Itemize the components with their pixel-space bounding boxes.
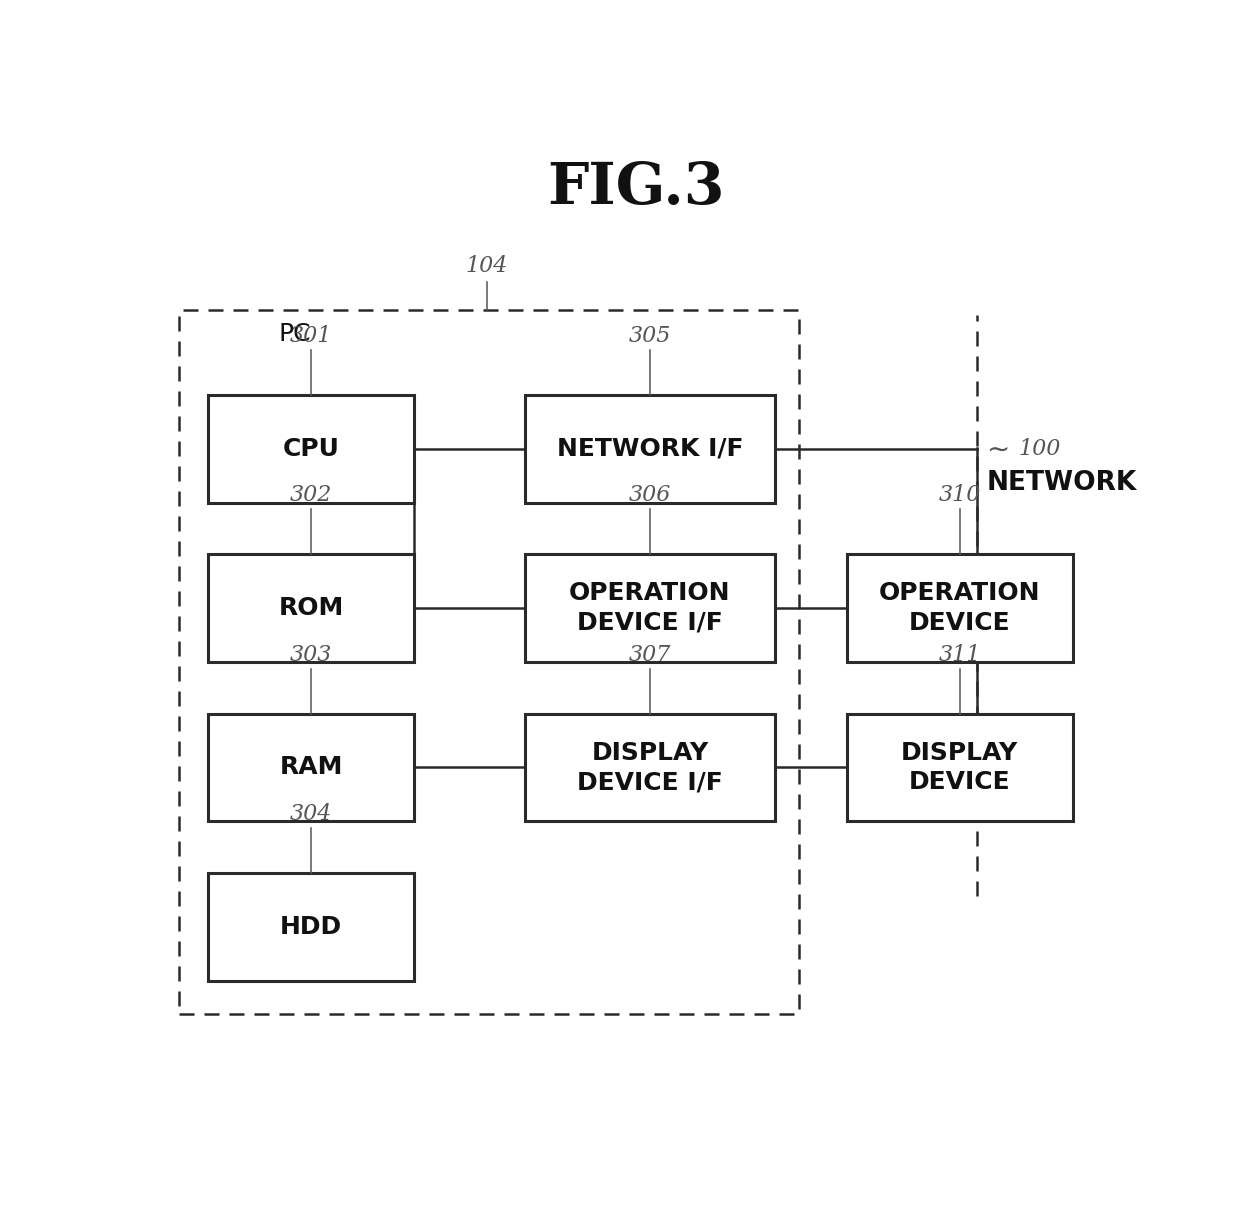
Text: RAM: RAM bbox=[279, 755, 342, 780]
Bar bbox=[525, 395, 775, 503]
Text: FIG.3: FIG.3 bbox=[547, 161, 724, 217]
Text: ∼: ∼ bbox=[986, 435, 1009, 463]
Text: NETWORK: NETWORK bbox=[986, 470, 1137, 496]
Text: NETWORK I/F: NETWORK I/F bbox=[557, 436, 743, 460]
Bar bbox=[208, 554, 414, 663]
Text: DISPLAY
DEVICE: DISPLAY DEVICE bbox=[901, 741, 1018, 794]
Text: 104: 104 bbox=[465, 256, 507, 278]
Text: 301: 301 bbox=[290, 325, 332, 347]
Bar bbox=[525, 714, 775, 821]
Text: 303: 303 bbox=[290, 644, 332, 666]
Bar bbox=[179, 311, 799, 1013]
Text: 302: 302 bbox=[290, 485, 332, 507]
Text: 304: 304 bbox=[290, 803, 332, 825]
Text: 310: 310 bbox=[939, 485, 981, 507]
Text: HDD: HDD bbox=[280, 915, 342, 939]
Bar bbox=[208, 873, 414, 980]
Text: ROM: ROM bbox=[279, 596, 343, 620]
Text: OPERATION
DEVICE: OPERATION DEVICE bbox=[879, 581, 1040, 635]
Text: DISPLAY
DEVICE I/F: DISPLAY DEVICE I/F bbox=[577, 741, 723, 794]
Text: 307: 307 bbox=[629, 644, 671, 666]
Bar bbox=[847, 554, 1073, 663]
Bar bbox=[525, 554, 775, 663]
Text: PC: PC bbox=[278, 322, 310, 346]
Text: 306: 306 bbox=[629, 485, 671, 507]
Text: 311: 311 bbox=[939, 644, 981, 666]
Text: OPERATION
DEVICE I/F: OPERATION DEVICE I/F bbox=[569, 581, 730, 635]
Text: CPU: CPU bbox=[283, 436, 340, 460]
Bar bbox=[208, 395, 414, 503]
Text: 305: 305 bbox=[629, 325, 671, 347]
Text: 100: 100 bbox=[1018, 438, 1060, 460]
Bar bbox=[847, 714, 1073, 821]
Bar bbox=[208, 714, 414, 821]
